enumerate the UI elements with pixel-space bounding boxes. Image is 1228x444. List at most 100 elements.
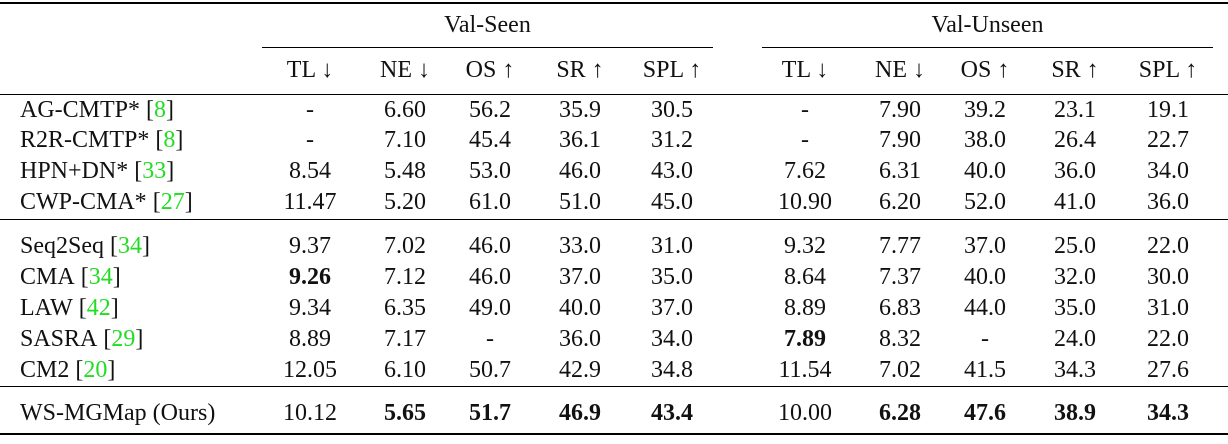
table-cell: -: [981, 326, 989, 352]
table-cell: 37.0: [964, 233, 1006, 259]
method-name: LAW [42]: [20, 295, 119, 321]
table-cell: 45.0: [651, 189, 693, 215]
table-cell: 9.32: [784, 233, 826, 259]
table-cell: 44.0: [964, 295, 1006, 321]
rule-line: [0, 2, 1228, 4]
rule-line: [762, 47, 1213, 48]
table-cell: 7.37: [879, 264, 921, 290]
table-cell: -: [486, 326, 494, 352]
table-cell: 10.00: [778, 400, 832, 426]
column-header: NE ↓: [875, 57, 925, 83]
table-cell: 37.0: [651, 295, 693, 321]
table-cell: -: [801, 127, 809, 153]
table-cell: 34.0: [1147, 158, 1189, 184]
table-cell: 49.0: [469, 295, 511, 321]
table-cell: 35.0: [651, 264, 693, 290]
method-name: HPN+DN* [33]: [20, 158, 175, 184]
table-cell: 25.0: [1054, 233, 1096, 259]
table-cell: 22.0: [1147, 233, 1189, 259]
table-cell: 7.90: [879, 97, 921, 123]
column-header: SPL ↑: [1138, 57, 1198, 83]
table-cell: 51.7: [469, 400, 511, 426]
table-cell: 36.0: [559, 326, 601, 352]
table-cell: 27.6: [1147, 357, 1189, 383]
method-name: R2R-CMTP* [8]: [20, 127, 184, 153]
column-header: SR ↑: [556, 57, 604, 83]
table-cell: 35.0: [1054, 295, 1096, 321]
rule-line: [0, 94, 1228, 95]
method-label: CWP-CMA*: [20, 189, 147, 215]
table-cell: 46.9: [559, 400, 601, 426]
column-header: OS ↑: [960, 57, 1010, 83]
table-cell: 31.0: [1147, 295, 1189, 321]
table-cell: 7.12: [384, 264, 426, 290]
table-cell: 34.0: [651, 326, 693, 352]
method-label: CMA: [20, 264, 75, 290]
table-cell: 8.54: [289, 158, 331, 184]
table-cell: 12.05: [283, 357, 337, 383]
table-cell: 47.6: [964, 400, 1006, 426]
table-cell: 7.02: [879, 357, 921, 383]
citation: 34: [118, 233, 142, 259]
table-cell: 51.0: [559, 189, 601, 215]
table-cell: 7.17: [384, 326, 426, 352]
method-name: CM2 [20]: [20, 357, 116, 383]
table-cell: 41.0: [1054, 189, 1096, 215]
method-name: CMA [34]: [20, 264, 121, 290]
table-cell: 40.0: [964, 264, 1006, 290]
method-name: WS-MGMap (Ours): [20, 399, 215, 427]
table-cell: 31.2: [651, 127, 693, 153]
column-header: OS ↑: [465, 57, 515, 83]
table-cell: 6.28: [879, 400, 921, 426]
table-cell: 11.47: [283, 189, 337, 215]
rule-line: [0, 386, 1228, 387]
table-cell: 31.0: [651, 233, 693, 259]
table-cell: 41.5: [964, 357, 1006, 383]
table-cell: 40.0: [964, 158, 1006, 184]
table-cell: 46.0: [469, 233, 511, 259]
method-label: AG-CMTP*: [20, 97, 141, 123]
table-cell: 24.0: [1054, 326, 1096, 352]
table-cell: 5.20: [384, 189, 426, 215]
table-cell: -: [801, 97, 809, 123]
table-cell: 6.83: [879, 295, 921, 321]
table-cell: 19.1: [1147, 97, 1189, 123]
table-cell: 26.4: [1054, 127, 1096, 153]
citation: 29: [111, 326, 136, 352]
table-cell: 35.9: [559, 97, 601, 123]
table-cell: -: [306, 127, 314, 153]
table-cell: 46.0: [469, 264, 511, 290]
table-cell: 8.89: [289, 326, 331, 352]
table-cell: 30.0: [1147, 264, 1189, 290]
table-cell: 22.0: [1147, 326, 1189, 352]
method-label: WS-MGMap (Ours): [20, 400, 216, 426]
table-cell: 33.0: [559, 233, 601, 259]
table-cell: 36.0: [1147, 189, 1189, 215]
table-cell: 9.26: [289, 264, 331, 290]
citation: 20: [83, 357, 108, 383]
table-cell: 6.31: [879, 158, 921, 184]
citation: 42: [86, 295, 111, 321]
method-label: LAW: [20, 295, 73, 321]
group-header: Val-Seen: [444, 12, 531, 38]
table-cell: 36.1: [559, 127, 601, 153]
table-cell: 34.3: [1147, 400, 1189, 426]
table-cell: 7.10: [384, 127, 426, 153]
table-cell: 34.3: [1054, 357, 1096, 383]
method-label: R2R-CMTP*: [20, 127, 150, 153]
table-cell: 50.7: [469, 357, 511, 383]
table-cell: 7.02: [384, 233, 426, 259]
table-cell: 39.2: [964, 97, 1006, 123]
table-cell: 7.89: [784, 326, 826, 352]
table-cell: 11.54: [778, 357, 832, 383]
table-cell: 37.0: [559, 264, 601, 290]
method-name: CWP-CMA* [27]: [20, 189, 193, 215]
group-header: Val-Unseen: [931, 12, 1044, 38]
table-cell: 43.4: [651, 400, 693, 426]
method-label: CM2: [20, 357, 70, 383]
table-cell: 22.7: [1147, 127, 1189, 153]
table-cell: 45.4: [469, 127, 511, 153]
citation: 8: [154, 97, 167, 123]
table-cell: 30.5: [651, 97, 693, 123]
